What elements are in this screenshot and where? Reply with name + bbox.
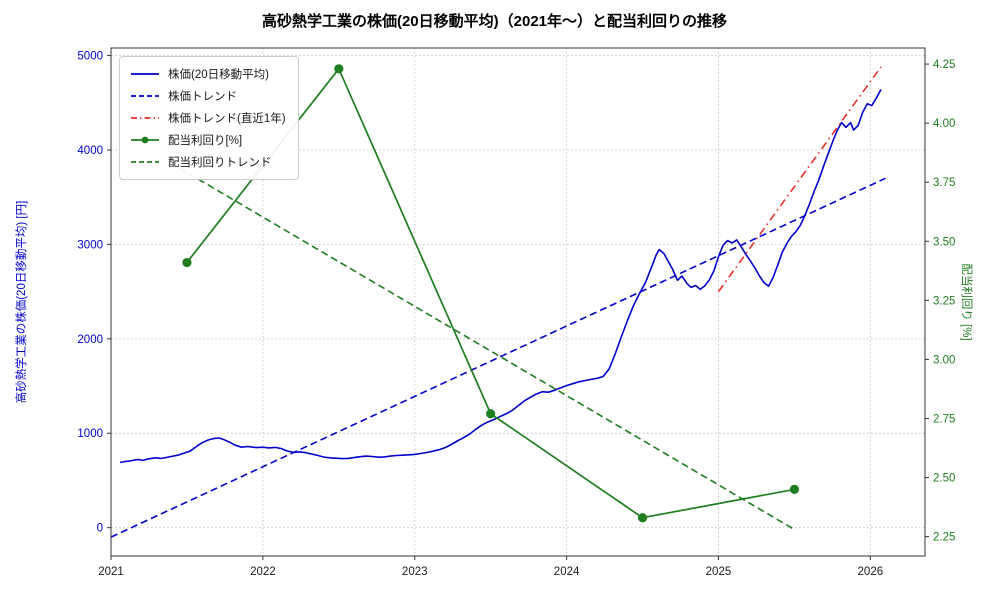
legend-label: 株価トレンド(直近1年): [168, 113, 286, 125]
series-yield_trend: [178, 167, 795, 531]
legend-label: 株価トレンド: [168, 91, 237, 103]
y-tick-label-right: 2.25: [933, 532, 955, 544]
y-tick-label-left: 2000: [77, 334, 103, 346]
y-axis-label-right: 配当利回り [%]: [960, 263, 972, 341]
y-tick-label-left: 4000: [77, 145, 103, 157]
legend-line-sample-dashed-green: [131, 161, 159, 163]
x-tick-label: 2022: [250, 566, 276, 578]
y-tick-label-right: 3.75: [933, 177, 955, 189]
legend-label: 配当利回りトレンド: [168, 157, 272, 169]
legend: 株価(20日移動平均) 株価トレンド 株価トレンド(直近1年) 配当利回り[%]: [119, 56, 299, 180]
y-tick-label-right: 3.00: [933, 354, 955, 366]
y-tick-label-left: 5000: [77, 51, 103, 63]
legend-line-sample-dashed-blue: [131, 95, 159, 97]
y-tick-label-right: 2.75: [933, 413, 955, 425]
legend-line-sample-marker-green: [131, 136, 159, 144]
y-tick-label-left: 3000: [77, 239, 103, 251]
y-tick-label-right: 4.00: [933, 118, 955, 130]
marker-dividend_yield: [334, 64, 344, 74]
legend-item-dividend-yield: 配当利回り[%]: [130, 131, 286, 149]
x-tick-label: 2024: [554, 566, 580, 578]
legend-line-sample-solid-blue: [131, 73, 159, 75]
y-axis-label-left: 高砂熱学工業の株価(20日移動平均) [円]: [16, 200, 28, 404]
legend-item-price-trend-recent: 株価トレンド(直近1年): [130, 109, 286, 127]
legend-item-yield-trend: 配当利回りトレンド: [130, 153, 286, 171]
x-tick-label: 2026: [858, 566, 884, 578]
marker-dividend_yield: [182, 257, 192, 268]
chart-title: 高砂熱学工業の株価(20日移動平均)（2021年～）と配当利回りの推移: [261, 13, 728, 30]
y-tick-label-left: 1000: [77, 428, 103, 440]
legend-item-price-trend: 株価トレンド: [130, 87, 286, 105]
marker-dividend_yield: [637, 513, 648, 523]
plot-border: [110, 47, 926, 557]
series-price_ma20: [119, 89, 882, 464]
x-tick-label: 2021: [98, 566, 124, 578]
marker-dividend_yield: [789, 484, 799, 494]
y-tick-label-right: 4.25: [933, 59, 955, 71]
series-price_trend: [110, 177, 886, 538]
marker-dividend_yield: [486, 409, 496, 419]
legend-line-sample-dashdot-red: [131, 117, 159, 119]
y-tick-label-right: 3.25: [933, 295, 955, 307]
y-tick-label-right: 2.50: [933, 473, 955, 485]
legend-label: 配当利回り[%]: [168, 135, 243, 147]
series-price_trend_recent_1y: [717, 66, 882, 293]
x-tick-label: 2025: [706, 566, 732, 578]
legend-label: 株価(20日移動平均): [168, 69, 269, 81]
legend-item-price: 株価(20日移動平均): [130, 65, 286, 83]
y-tick-label-right: 3.50: [933, 236, 955, 248]
y-tick-label-left: 0: [97, 523, 103, 535]
x-tick-label: 2023: [402, 566, 428, 578]
